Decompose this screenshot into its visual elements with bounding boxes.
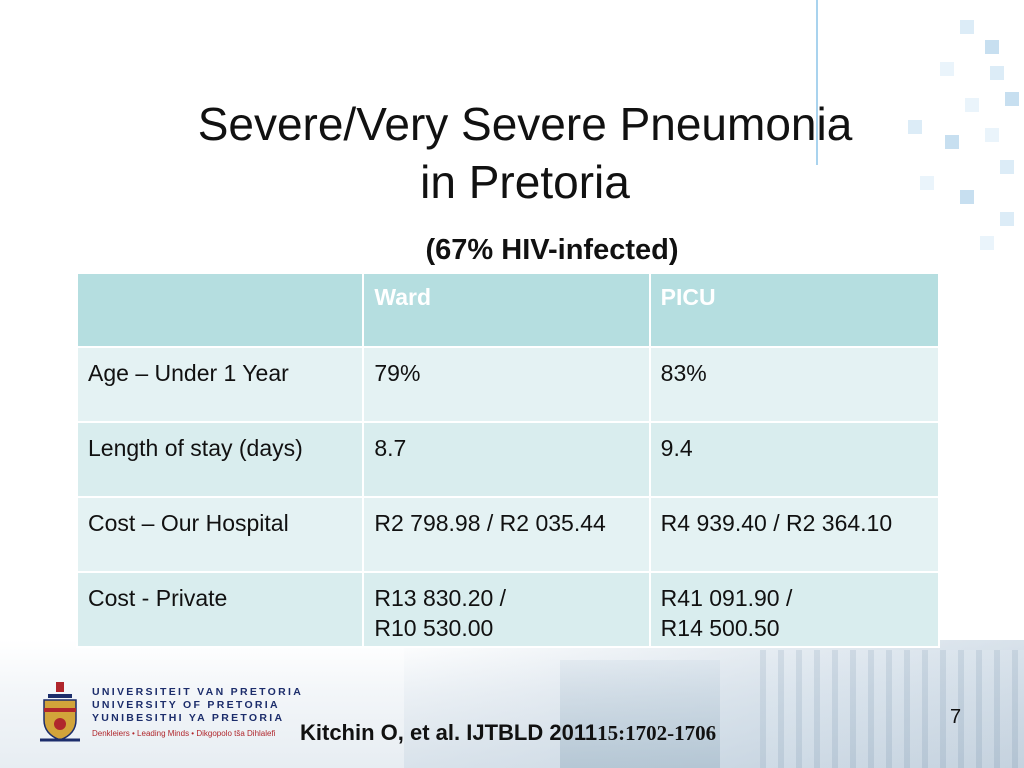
table-cell: R41 091.90 / R14 500.50 bbox=[648, 571, 941, 648]
page-number: 7 bbox=[950, 706, 962, 728]
table-row: Age – Under 1 Year 79% 83% bbox=[75, 346, 941, 423]
table-cell: 9.4 bbox=[648, 421, 941, 498]
background-building bbox=[560, 660, 720, 768]
table-cell: Cost - Private bbox=[75, 571, 365, 648]
citation-main: Kitchin O, et al. IJTBLD 2011 bbox=[300, 720, 598, 745]
citation-volume: 15:1702-1706 bbox=[597, 721, 717, 745]
logo-text-line: UNIVERSITY OF PRETORIA bbox=[92, 699, 280, 711]
table-row: Cost – Our Hospital R2 798.98 / R2 035.4… bbox=[75, 496, 941, 573]
slide-title: Severe/Very Severe Pneumonia in Pretoria bbox=[120, 95, 930, 211]
table-cell: Age – Under 1 Year bbox=[75, 346, 365, 423]
logo-text-line: UNIVERSITEIT VAN PRETORIA bbox=[92, 686, 304, 698]
table-cell: Cost – Our Hospital bbox=[75, 496, 365, 573]
table-cell: R4 939.40 / R2 364.10 bbox=[648, 496, 941, 573]
table-header-cell: Ward bbox=[362, 272, 651, 348]
logo-tagline: Denkleiers • Leading Minds • Dikgopolo t… bbox=[92, 729, 276, 738]
citation: Kitchin O, et al. IJTBLD 201115:1702-170… bbox=[300, 720, 716, 746]
slide-subtitle: (67% HIV-infected) bbox=[425, 234, 679, 266]
background-campus-photo bbox=[0, 640, 1024, 768]
logo-text-line: YUNIBESITHI YA PRETORIA bbox=[92, 712, 285, 724]
university-logo: UNIVERSITEIT VAN PRETORIA UNIVERSITY OF … bbox=[38, 680, 301, 750]
table-row: Cost - Private R13 830.20 / R10 530.00 R… bbox=[75, 571, 941, 648]
pneumonia-table: Ward PICU Age – Under 1 Year 79% 83% Len… bbox=[75, 272, 941, 648]
table-cell: 79% bbox=[362, 346, 651, 423]
crest-icon bbox=[40, 682, 80, 742]
table-cell: Length of stay (days) bbox=[75, 421, 365, 498]
table-header-cell: PICU bbox=[648, 272, 941, 348]
title-line-1: Severe/Very Severe Pneumonia bbox=[197, 98, 853, 150]
table-header-cell bbox=[75, 272, 365, 348]
table-header-row: Ward PICU bbox=[75, 272, 941, 348]
table-cell: R13 830.20 / R10 530.00 bbox=[362, 571, 651, 648]
table-row: Length of stay (days) 8.7 9.4 bbox=[75, 421, 941, 498]
table-cell: 8.7 bbox=[362, 421, 651, 498]
title-line-2: in Pretoria bbox=[420, 156, 630, 208]
table-cell: 83% bbox=[648, 346, 941, 423]
background-building-windows bbox=[760, 650, 1024, 768]
table-cell: R2 798.98 / R2 035.44 bbox=[362, 496, 651, 573]
decorative-vertical-line bbox=[816, 0, 818, 165]
